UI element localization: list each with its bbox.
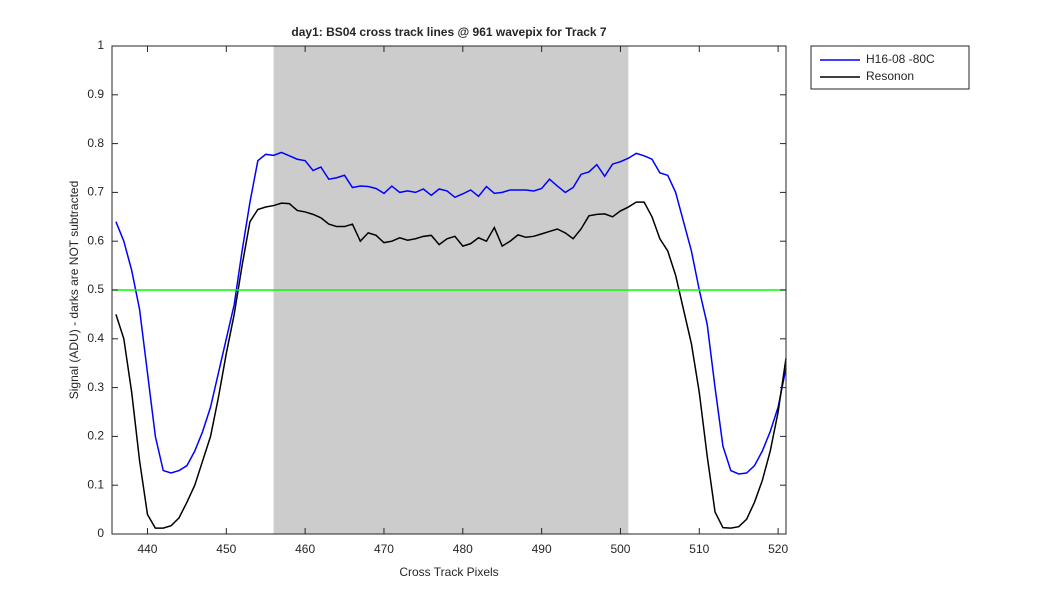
y-tick-label: 1: [97, 38, 104, 52]
y-tick-label: 0.9: [87, 87, 104, 101]
x-tick-label: 440: [137, 542, 157, 556]
x-tick-label: 500: [610, 542, 630, 556]
y-tick-label: 0.2: [87, 429, 104, 443]
y-tick-label: 0.6: [87, 233, 104, 247]
chart-title: day1: BS04 cross track lines @ 961 wavep…: [291, 25, 607, 39]
x-tick-label: 510: [689, 542, 709, 556]
y-tick-label: 0: [97, 526, 104, 540]
legend-label: H16-08 -80C: [866, 52, 935, 66]
y-tick-label: 0.8: [87, 136, 104, 150]
y-tick-label: 0.5: [87, 282, 104, 296]
y-axis-label: Signal (ADU) - darks are NOT subtracted: [67, 181, 81, 400]
x-tick-label: 470: [374, 542, 394, 556]
x-tick-label: 480: [453, 542, 473, 556]
legend-label: Resonon: [866, 69, 914, 83]
x-axis-label: Cross Track Pixels: [399, 565, 498, 579]
y-tick-label: 0.4: [87, 331, 104, 345]
data-line: [115, 201, 787, 529]
data-line: [115, 151, 787, 475]
y-tick-label: 0.1: [87, 477, 104, 491]
y-tick-label: 0.7: [87, 185, 104, 199]
legend-box: [810, 45, 970, 90]
x-tick-label: 450: [216, 542, 236, 556]
y-tick-label: 0.3: [87, 380, 104, 394]
x-tick-label: 520: [768, 542, 788, 556]
x-tick-label: 460: [295, 542, 315, 556]
x-tick-label: 490: [532, 542, 552, 556]
